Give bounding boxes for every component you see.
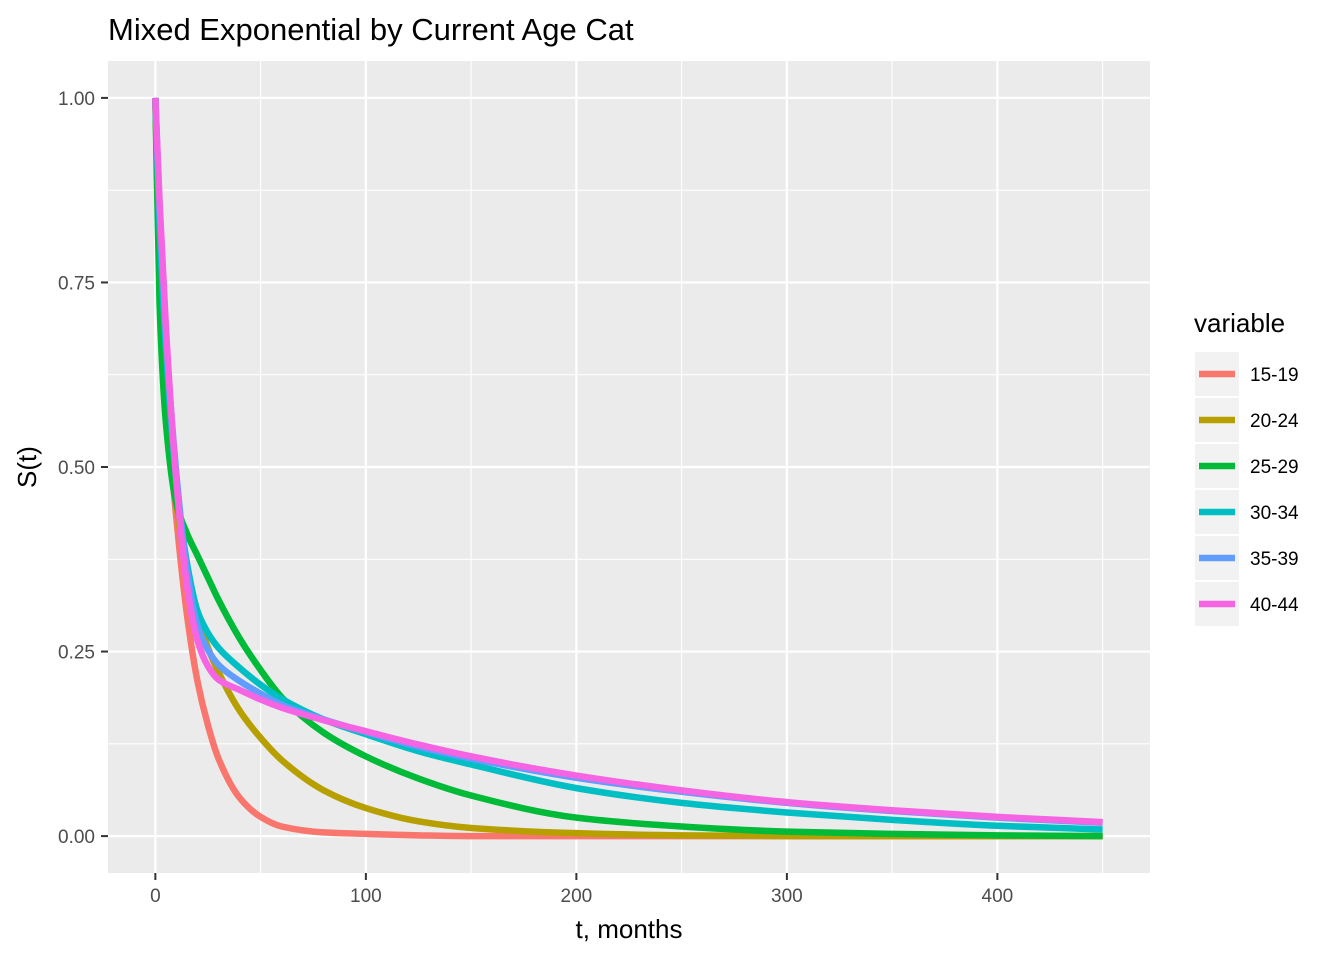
x-axis-title: t, months [576,914,683,944]
y-tick-label: 0.00 [58,827,95,848]
legend-label-40-44: 40-44 [1250,595,1299,616]
y-tick-label: 0.50 [58,458,95,479]
chart-title: Mixed Exponential by Current Age Cat [108,12,634,47]
series-lines [152,97,1103,840]
x-tick-label: 300 [771,886,803,907]
y-axis-title: S(t) [12,446,42,488]
x-tick-label: 0 [150,886,161,907]
x-tick-label: 400 [982,886,1014,907]
y-tick-label: 0.25 [58,643,95,664]
legend-label-25-29: 25-29 [1250,457,1299,478]
legend-label-30-34: 30-34 [1250,503,1299,524]
x-axis: 0 100 200 300 400 [150,873,1013,907]
y-axis: 0.00 0.25 0.50 0.75 1.00 [58,89,108,848]
series-line-40-44 [152,97,1103,826]
legend: variable 15-19 20-24 25-29 30-34 35-39 40-44 [1194,308,1299,626]
legend-label-15-19: 15-19 [1250,365,1299,386]
y-tick-label: 1.00 [58,89,95,110]
legend-label-20-24: 20-24 [1250,411,1299,432]
legend-label-35-39: 35-39 [1250,549,1299,570]
legend-title: variable [1194,308,1285,338]
x-tick-label: 100 [350,886,382,907]
x-tick-label: 200 [561,886,593,907]
y-tick-label: 0.75 [58,273,95,294]
